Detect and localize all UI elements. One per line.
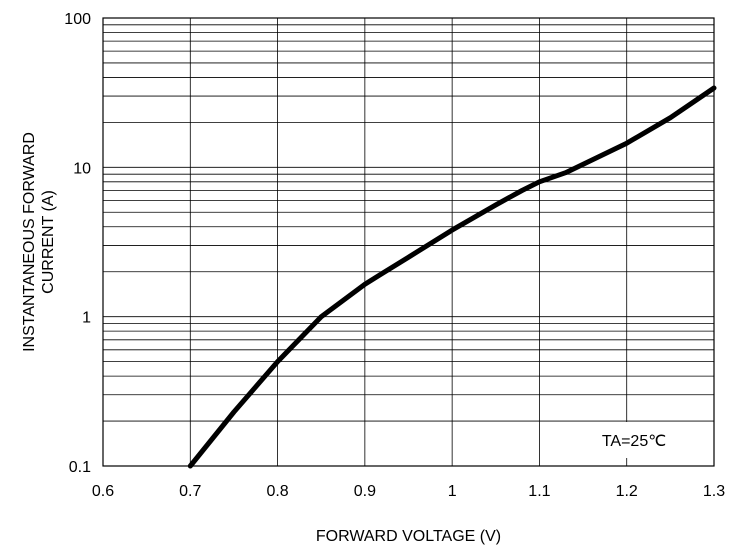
grid (103, 18, 714, 466)
x-tick-label: 1.1 (528, 483, 550, 500)
x-tick-label: 0.8 (266, 483, 288, 500)
y-axis-title-line-2: CURRENT (A) (40, 190, 57, 294)
y-tick-label: 10 (73, 160, 91, 177)
y-axis-title-line-1: INSTANTANEOUS FORWARD (21, 132, 38, 352)
x-tick-label: 0.6 (92, 483, 114, 500)
annotation-text: TA=25℃ (602, 433, 666, 450)
x-tick-label: 0.9 (354, 483, 376, 500)
y-tick-label: 0.1 (69, 459, 91, 476)
x-tick-label: 1 (448, 483, 457, 500)
y-tick-label: 100 (64, 11, 91, 28)
temperature-annotation: TA=25℃ (580, 422, 710, 458)
annotation-box (580, 422, 710, 458)
series-line (187, 85, 717, 469)
y-axis-title: INSTANTANEOUS FORWARD CURRENT (A) (21, 132, 57, 352)
x-tick-label: 1.2 (616, 483, 638, 500)
y-axis-ticks: 0.1 1 10 100 (64, 11, 91, 476)
y-tick-label: 1 (82, 310, 91, 327)
x-tick-label: 0.7 (179, 483, 201, 500)
x-axis-title: FORWARD VOLTAGE (V) (316, 528, 501, 545)
x-tick-label: 1.3 (703, 483, 725, 500)
plot-frame (102, 17, 715, 467)
x-axis-ticks: 0.6 0.7 0.8 0.9 1 1.1 1.2 1.3 (92, 483, 725, 500)
